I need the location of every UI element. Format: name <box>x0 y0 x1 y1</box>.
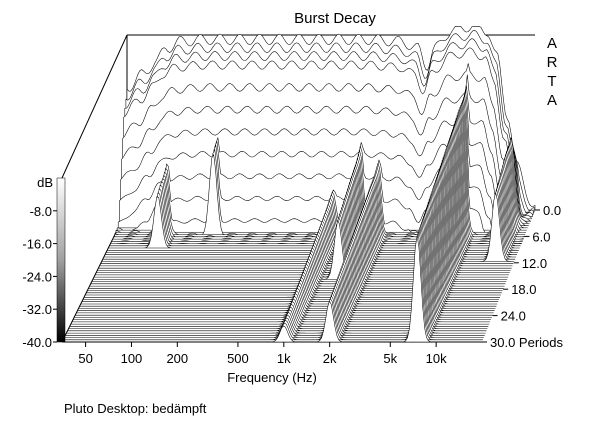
depth-edge-top <box>61 34 128 179</box>
y-axis-ticks: -8.0 -16.0 -24.0 -32.0 -40.0 <box>22 204 57 350</box>
brand-letter: A <box>546 35 557 52</box>
y-axis-label: dB <box>37 175 53 190</box>
footer-note: Pluto Desktop: bedämpft <box>64 401 207 416</box>
y-tick-label: -16.0 <box>22 237 52 252</box>
z-tick-label: 0.0 <box>543 203 561 218</box>
x-tick-label: 50 <box>78 351 92 366</box>
x-tick-label: 5k <box>383 351 397 366</box>
x-tick-label: 2k <box>323 351 337 366</box>
y-tick-label: -32.0 <box>22 302 52 317</box>
z-tick-label: 24.0 <box>501 309 526 324</box>
arta-brand: A R T A <box>542 34 562 110</box>
y-tick-label: -8.0 <box>30 204 52 219</box>
x-tick-label: 500 <box>227 351 249 366</box>
brand-letter: T <box>547 73 557 90</box>
x-axis-label: Frequency (Hz) <box>227 370 317 385</box>
z-tick-label: 12.0 <box>522 256 547 271</box>
brand-letter: R <box>546 54 558 71</box>
decay-slice <box>62 235 482 343</box>
x-axis-ticks: 50 100 200 500 1k 2k 5k 10k <box>78 342 447 366</box>
brand-letter: A <box>546 92 557 109</box>
chart-title: Burst Decay <box>294 10 376 27</box>
y-tick-label: -40.0 <box>22 335 52 350</box>
y-tick-label: -24.0 <box>22 269 52 284</box>
x-tick-label: 10k <box>426 351 447 366</box>
z-tick-label: 6.0 <box>532 229 550 244</box>
x-tick-label: 1k <box>277 351 291 366</box>
x-tick-label: 100 <box>121 351 143 366</box>
db-scale-bar <box>56 177 66 343</box>
x-tick-label: 200 <box>166 351 188 366</box>
z-tick-label: 18.0 <box>511 282 536 297</box>
z-axis-ticks: 0.0 6.0 12.0 18.0 24.0 30.0 Periods <box>482 203 563 350</box>
decay-slices <box>62 26 536 343</box>
z-tick-label: 30.0 Periods <box>490 335 563 350</box>
